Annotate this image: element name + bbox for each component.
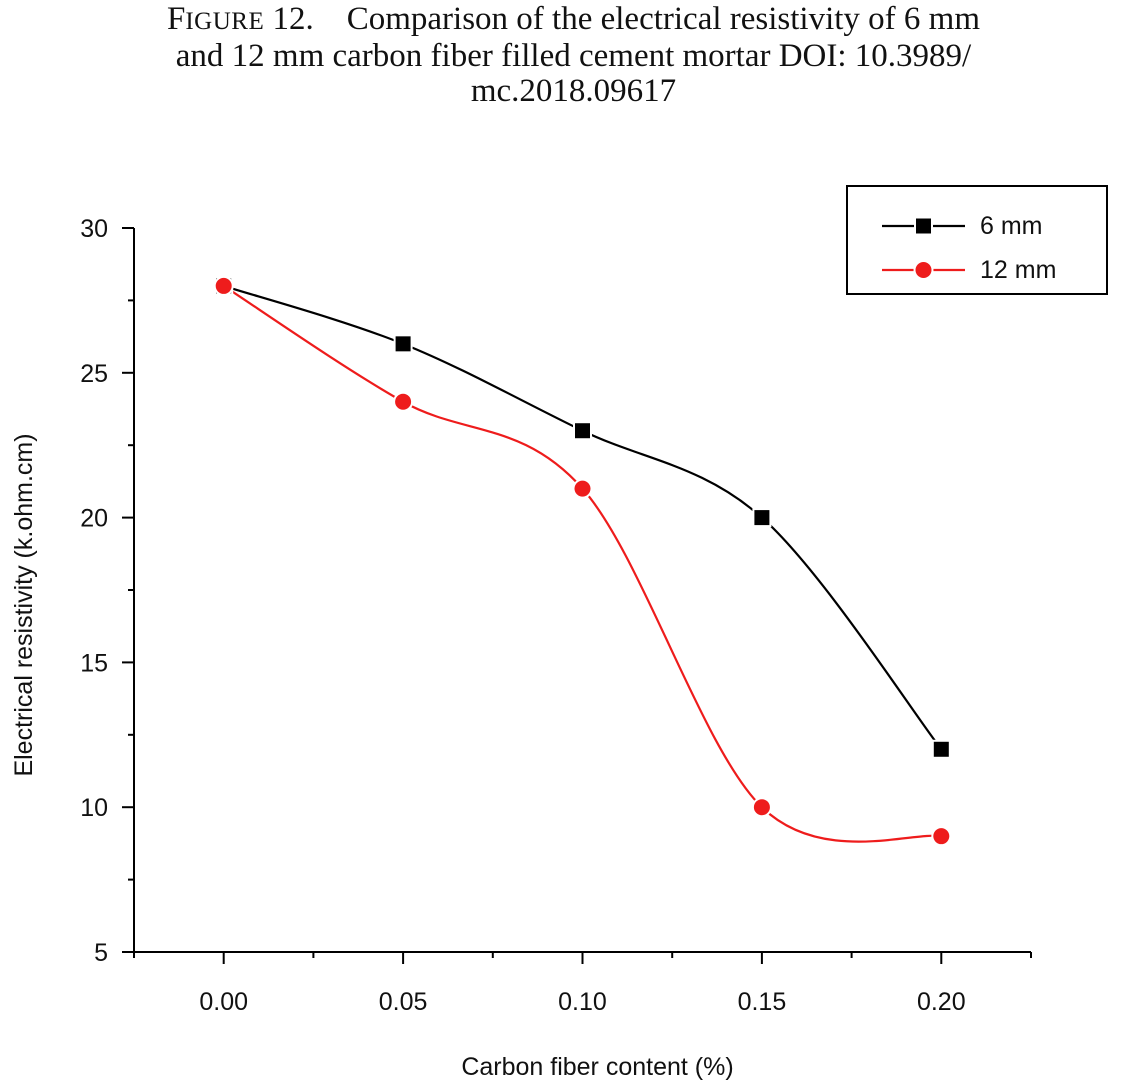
x-tick-label: 0.05 <box>379 988 428 1016</box>
data-point-12mm <box>572 478 593 499</box>
x-axis-title: Carbon fiber content (%) <box>461 1053 733 1081</box>
data-point-12mm <box>393 391 414 412</box>
axes <box>133 228 1031 953</box>
series-line-12mm <box>223 284 942 843</box>
legend-marker-12mm <box>913 260 934 280</box>
x-tick-label: 0.10 <box>558 988 607 1016</box>
data-point-6mm <box>393 334 413 354</box>
y-tick-label: 30 <box>80 215 108 243</box>
y-tick-label: 25 <box>80 360 108 388</box>
x-tick-label: 0.20 <box>917 988 966 1016</box>
x-tick-label: 0.15 <box>738 988 787 1016</box>
legend-box <box>846 185 1108 295</box>
legend-label-12mm: 12 mm <box>980 256 1056 284</box>
figure-label-rest: IGURE <box>185 8 265 35</box>
series-line-6mm <box>223 284 943 750</box>
y-tick-label: 10 <box>80 794 108 822</box>
legend-marker-6mm <box>914 216 933 236</box>
caption-text-1: Comparison of the electrical resistivity… <box>346 1 981 37</box>
data-point-6mm <box>752 508 772 528</box>
caption-line-3: mc.2018.09617 <box>470 73 677 109</box>
legend-label-6mm: 6 mm <box>980 212 1043 240</box>
y-tick-label: 20 <box>80 505 108 533</box>
y-tick-label: 15 <box>80 649 108 677</box>
data-point-6mm <box>931 739 951 759</box>
x-tick-label: 0.00 <box>199 988 248 1016</box>
data-point-12mm <box>213 275 234 296</box>
y-axis-title: Electrical resistivity (k.ohm.cm) <box>10 433 38 776</box>
caption-line-2: and 12 mm carbon fiber filled cement mor… <box>175 38 972 74</box>
legend: 6 mm 12 mm <box>846 185 1108 295</box>
figure-label-initial: F <box>166 1 186 37</box>
series-lines <box>223 284 943 843</box>
ticks: 5 10 15 20 25 30 0.00 0.05 0.10 0.15 0.20 <box>80 215 1032 1016</box>
caption-line-1: FIGURE 12. Comparison of the electrical … <box>0 2 1147 39</box>
figure-number: 12. <box>272 1 314 37</box>
series-markers <box>213 275 952 847</box>
data-point-12mm <box>931 826 952 847</box>
y-tick-label: 5 <box>94 939 108 967</box>
data-point-12mm <box>751 797 772 818</box>
figure-caption: FIGURE 12. Comparison of the electrical … <box>0 2 1147 109</box>
data-point-6mm <box>573 421 592 441</box>
